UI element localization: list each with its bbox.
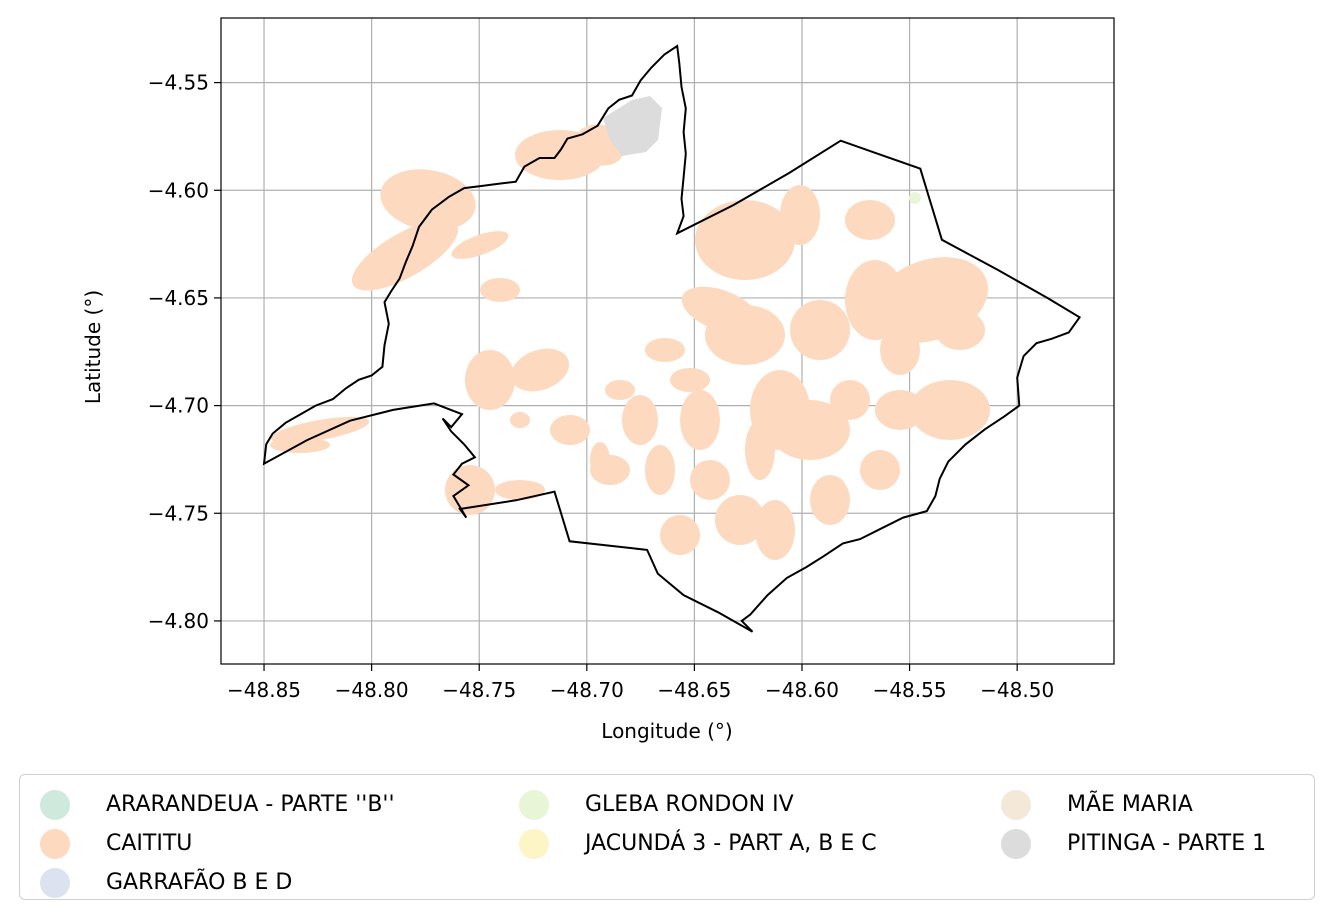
x-tick-label: −48.70: [550, 678, 624, 702]
caititu-patch: [880, 325, 920, 375]
caititu-patch: [351, 219, 459, 291]
legend-label: CAITITU: [106, 831, 193, 856]
caititu-patch: [605, 380, 635, 400]
caititu-patch: [790, 300, 850, 360]
legend-label: GARRAFÃO B E D: [106, 870, 293, 895]
y-tick-label: −4.75: [148, 501, 209, 525]
caititu-patch: [830, 380, 870, 420]
y-tick-label: −4.65: [148, 286, 209, 310]
caititu-patch: [510, 412, 530, 428]
y-axis-ticks: −4.55 −4.60 −4.65 −4.70 −4.75 −4.80: [148, 71, 221, 633]
caititu-patch: [780, 185, 820, 245]
legend-label: MÃE MARIA: [1067, 792, 1193, 817]
caititu-patch: [875, 390, 925, 430]
legend-label: GLEBA RONDON IV: [585, 792, 794, 817]
legend-marker: [40, 867, 70, 898]
plot-frame: [220, 17, 1115, 665]
caititu-patch: [755, 500, 795, 560]
caititu-patch: [495, 480, 545, 500]
caititu-patch: [680, 390, 720, 450]
caititu-patch: [810, 475, 850, 525]
caititu-patch: [451, 231, 509, 259]
caititu-patch: [715, 495, 765, 545]
legend-column-1: ARARANDEUA - PARTE ''B'' CAITITU GARRAFÃ…: [20, 785, 395, 902]
x-axis-ticks: −48.85 −48.80 −48.75 −48.70 −48.65 −48.60 −48.…: [227, 664, 1054, 702]
x-tick-label: −48.65: [657, 678, 731, 702]
legend-item-garrafao: GARRAFÃO B E D: [20, 863, 395, 902]
y-axis-label: Latitude (°): [81, 290, 105, 404]
caititu-patch: [465, 350, 515, 410]
x-tick-label: −48.55: [873, 678, 947, 702]
legend-label: ARARANDEUA - PARTE ''B'': [106, 792, 395, 817]
x-tick-label: −48.50: [980, 678, 1054, 702]
territory-patches: [270, 96, 990, 560]
x-axis-label: Longitude (°): [601, 719, 732, 743]
x-tick-label: −48.80: [335, 678, 409, 702]
map-figure: −48.85 −48.80 −48.75 −48.70 −48.65 −48.60 −48.…: [81, 17, 1115, 743]
caititu-patch: [935, 310, 985, 350]
caititu-patch: [670, 368, 710, 392]
caititu-patch: [510, 348, 570, 392]
caititu-patch: [380, 169, 476, 231]
legend-marker: [40, 828, 70, 859]
caititu-patch: [770, 400, 850, 460]
legend-label: JACUNDÁ 3 - PART A, B E C: [585, 831, 877, 856]
caititu-patch: [860, 450, 900, 490]
legend-column-3: MÃE MARIA PITINGA - PARTE 1: [981, 785, 1266, 863]
y-tick-label: −4.70: [148, 394, 209, 418]
caititu-patch: [645, 445, 675, 495]
legend-column-2: GLEBA RONDON IV JACUNDÁ 3 - PART A, B E …: [499, 785, 877, 863]
legend-marker: [519, 828, 549, 859]
legend-marker: [1001, 789, 1031, 820]
legend: ARARANDEUA - PARTE ''B'' CAITITU GARRAFÃ…: [19, 774, 1315, 900]
legend-item-pitinga: PITINGA - PARTE 1: [981, 824, 1266, 863]
legend-item-jacunda: JACUNDÁ 3 - PART A, B E C: [499, 824, 877, 863]
y-tick-label: −4.55: [148, 71, 209, 95]
caititu-patch: [590, 442, 610, 478]
gleba-rondon-patch: [909, 192, 921, 204]
legend-item-ararandeua: ARARANDEUA - PARTE ''B'': [20, 785, 395, 824]
caititu-patch: [622, 395, 658, 445]
legend-item-caititu: CAITITU: [20, 824, 395, 863]
caititu-patch: [550, 415, 590, 445]
caititu-patch: [845, 260, 905, 340]
legend-label: PITINGA - PARTE 1: [1067, 831, 1267, 856]
legend-item-mae-maria: MÃE MARIA: [981, 785, 1266, 824]
caititu-patch: [645, 338, 685, 362]
legend-marker: [40, 789, 70, 820]
y-tick-label: −4.80: [148, 609, 209, 633]
legend-marker: [1001, 828, 1031, 859]
municipality-boundary: [262, 44, 1082, 633]
pitinga-patch: [603, 96, 662, 156]
caititu-patch: [690, 460, 730, 500]
x-tick-label: −48.75: [442, 678, 516, 702]
x-tick-label: −48.85: [227, 678, 301, 702]
caititu-patch: [705, 305, 785, 365]
caititu-patch: [845, 200, 895, 240]
legend-item-gleba-rondon: GLEBA RONDON IV: [499, 785, 877, 824]
caititu-patch: [695, 200, 795, 280]
caititu-patch: [745, 420, 775, 480]
y-tick-label: −4.60: [148, 178, 209, 202]
x-tick-label: −48.60: [765, 678, 839, 702]
legend-marker: [519, 789, 549, 820]
caititu-patch: [910, 380, 990, 440]
caititu-patch: [480, 278, 520, 302]
caititu-patch: [660, 515, 700, 555]
